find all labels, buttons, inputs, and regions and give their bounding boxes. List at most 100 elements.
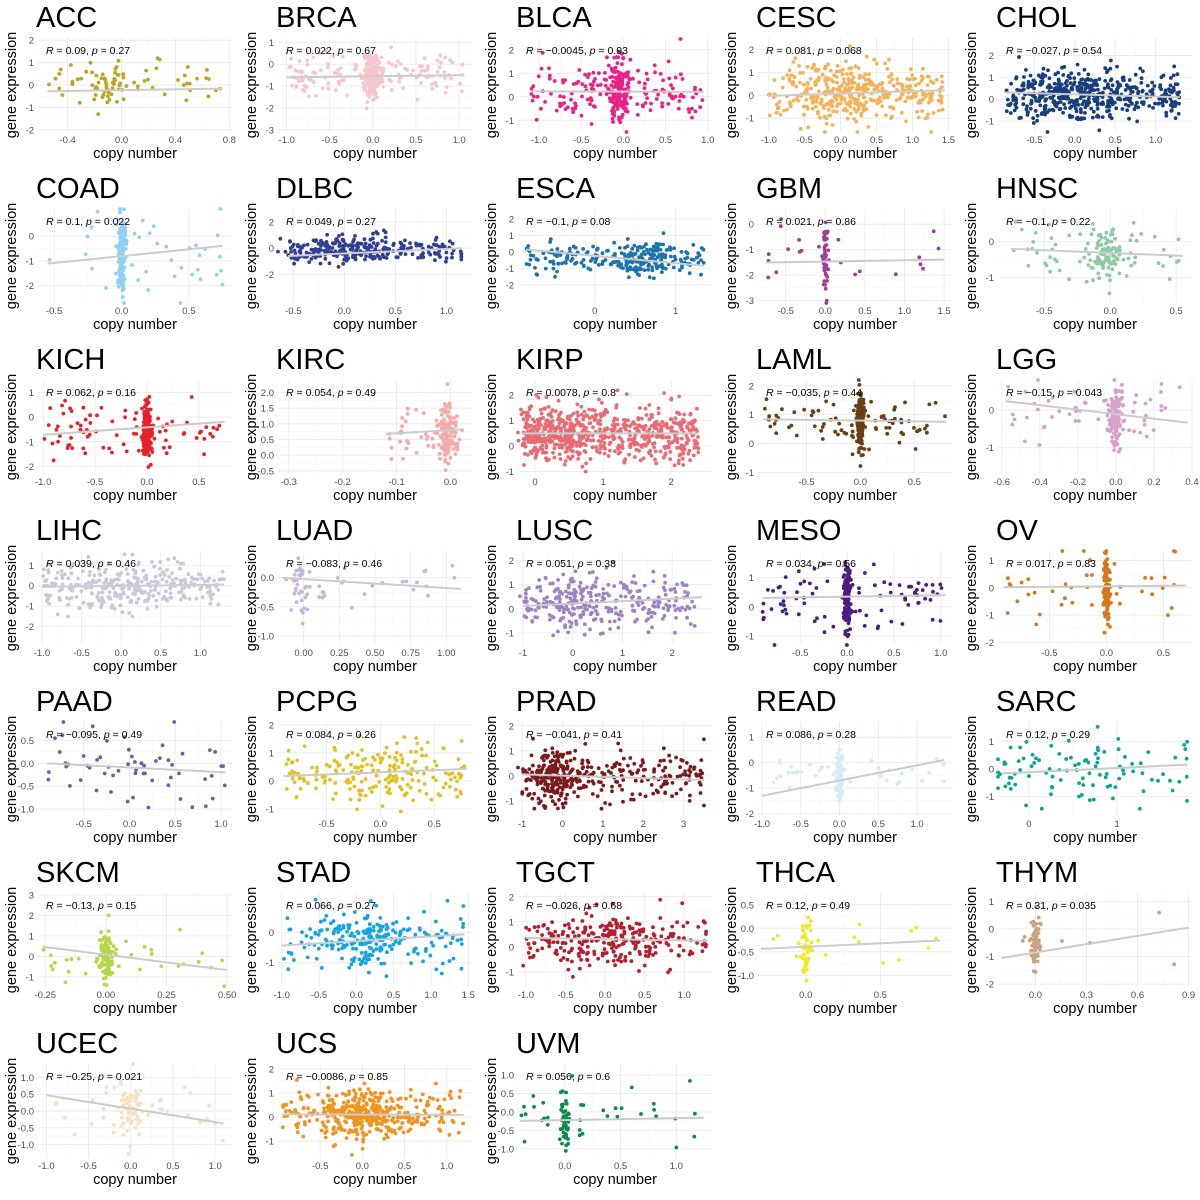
data-point bbox=[644, 92, 648, 96]
data-point bbox=[185, 65, 190, 69]
data-point bbox=[292, 261, 296, 266]
data-point bbox=[570, 440, 575, 445]
data-point bbox=[661, 231, 666, 236]
data-point bbox=[1095, 241, 1100, 246]
y-axis-title: gene expression bbox=[964, 32, 980, 138]
data-point bbox=[691, 95, 695, 100]
data-point bbox=[444, 256, 449, 260]
data-point bbox=[861, 109, 866, 113]
data-point bbox=[147, 416, 152, 421]
data-point bbox=[314, 93, 319, 98]
data-point bbox=[671, 86, 675, 91]
data-point bbox=[121, 75, 126, 80]
data-point bbox=[823, 64, 828, 69]
data-point bbox=[1068, 81, 1073, 86]
x-tick-label: 0.5 bbox=[870, 135, 883, 146]
data-point bbox=[595, 83, 600, 88]
data-point bbox=[148, 462, 153, 467]
data-point bbox=[152, 436, 157, 441]
data-point bbox=[86, 602, 91, 606]
data-point bbox=[839, 428, 844, 433]
data-point bbox=[164, 438, 168, 443]
data-point bbox=[156, 591, 161, 596]
data-point bbox=[1097, 77, 1102, 81]
data-point bbox=[418, 64, 422, 69]
data-point bbox=[826, 107, 831, 112]
data-point bbox=[539, 411, 544, 416]
data-point bbox=[149, 588, 153, 593]
data-point bbox=[147, 231, 152, 236]
data-point bbox=[439, 412, 444, 417]
data-point bbox=[653, 457, 657, 462]
y-tick-label: 0 bbox=[749, 220, 754, 231]
data-point bbox=[670, 425, 674, 430]
data-point bbox=[1124, 274, 1129, 278]
data-point bbox=[575, 402, 580, 407]
data-point bbox=[403, 252, 408, 256]
data-point bbox=[574, 417, 579, 422]
data-point bbox=[397, 79, 402, 84]
data-point bbox=[544, 450, 549, 455]
data-point bbox=[785, 73, 790, 77]
data-point bbox=[766, 252, 771, 256]
data-point bbox=[1128, 87, 1133, 92]
data-point bbox=[579, 404, 584, 409]
data-point bbox=[1159, 382, 1164, 386]
data-point bbox=[883, 94, 888, 99]
data-point bbox=[459, 257, 464, 262]
data-point bbox=[389, 79, 393, 84]
data-point bbox=[435, 69, 440, 74]
data-point bbox=[593, 105, 597, 109]
data-point bbox=[389, 88, 394, 92]
data-point bbox=[220, 569, 225, 574]
data-point bbox=[89, 591, 94, 596]
data-point bbox=[698, 105, 703, 109]
data-point bbox=[1176, 111, 1181, 116]
data-point bbox=[794, 433, 799, 438]
data-point bbox=[780, 407, 784, 412]
data-point bbox=[163, 428, 168, 433]
x-tick-label: -1.0 bbox=[35, 477, 51, 488]
data-point bbox=[598, 82, 603, 87]
data-point bbox=[696, 251, 701, 256]
data-point bbox=[586, 266, 591, 271]
data-point bbox=[912, 426, 916, 430]
data-point bbox=[289, 250, 293, 254]
data-point bbox=[69, 436, 73, 440]
data-point bbox=[1172, 64, 1177, 69]
data-point bbox=[1139, 81, 1144, 85]
data-point bbox=[694, 255, 699, 260]
data-point bbox=[145, 439, 149, 444]
data-point bbox=[165, 599, 170, 603]
data-point bbox=[363, 257, 367, 262]
data-point bbox=[118, 603, 123, 608]
data-point bbox=[426, 250, 431, 255]
data-point bbox=[630, 247, 635, 251]
data-point bbox=[1028, 106, 1033, 111]
data-point bbox=[647, 275, 652, 280]
data-point bbox=[553, 274, 557, 279]
x-tick-label: -0.5 bbox=[798, 477, 814, 488]
data-point bbox=[397, 76, 402, 81]
x-tick-label: 0.5 bbox=[409, 135, 422, 146]
data-point bbox=[1075, 98, 1079, 102]
data-point bbox=[1076, 117, 1081, 122]
data-point bbox=[1099, 243, 1104, 247]
data-point bbox=[1143, 401, 1148, 406]
data-point bbox=[1152, 234, 1157, 239]
y-tick-label: 0 bbox=[29, 581, 34, 592]
data-point bbox=[592, 418, 597, 423]
data-point bbox=[290, 244, 295, 249]
data-point bbox=[168, 591, 173, 596]
data-point bbox=[620, 62, 624, 67]
data-point bbox=[1050, 107, 1055, 112]
data-point bbox=[804, 98, 809, 102]
data-point bbox=[786, 247, 791, 252]
data-point bbox=[1100, 260, 1105, 265]
data-point bbox=[833, 429, 837, 434]
data-point bbox=[565, 257, 569, 261]
data-point bbox=[83, 451, 88, 456]
data-point bbox=[340, 54, 345, 59]
data-point bbox=[147, 453, 152, 458]
